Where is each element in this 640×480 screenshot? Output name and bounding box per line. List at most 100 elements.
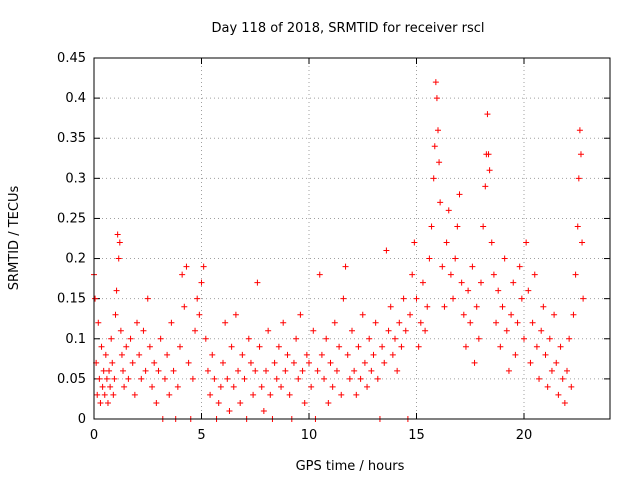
data-point <box>433 95 440 102</box>
data-point <box>580 295 587 302</box>
data-point <box>239 351 246 358</box>
data-point <box>394 367 401 374</box>
data-point <box>454 223 461 230</box>
data-point <box>323 335 330 342</box>
data-point <box>170 367 177 374</box>
data-point <box>181 303 188 310</box>
data-point <box>548 367 555 374</box>
data-point <box>544 383 551 390</box>
data-point <box>153 399 160 406</box>
data-point <box>224 375 231 382</box>
data-point <box>368 367 375 374</box>
data-point <box>436 159 443 166</box>
data-point <box>518 295 525 302</box>
x-tick-label: 5 <box>197 428 205 443</box>
data-point <box>136 351 143 358</box>
data-point <box>559 375 566 382</box>
data-point <box>349 327 355 334</box>
data-point <box>557 343 564 350</box>
data-point <box>256 343 263 350</box>
data-point <box>297 311 304 318</box>
y-tick-label: 0.15 <box>57 292 86 307</box>
data-point <box>484 111 491 118</box>
data-point <box>456 191 463 198</box>
data-point <box>282 367 289 374</box>
data-point <box>533 343 540 350</box>
data-points <box>91 79 587 422</box>
x-tick-label: 10 <box>301 428 318 443</box>
data-point <box>460 311 467 318</box>
data-point <box>314 367 321 374</box>
data-point <box>574 223 581 230</box>
data-point <box>95 319 102 326</box>
data-point <box>111 375 118 382</box>
data-point <box>527 359 534 366</box>
data-point <box>144 295 151 302</box>
x-tick-label: 15 <box>408 428 425 443</box>
data-point <box>510 279 517 286</box>
data-point <box>462 343 469 350</box>
data-point <box>452 255 459 262</box>
y-tick-label: 0.05 <box>57 372 86 387</box>
data-point <box>174 383 181 390</box>
data-point <box>490 271 497 278</box>
data-point <box>503 327 510 334</box>
data-point <box>361 359 368 366</box>
data-point <box>100 367 107 374</box>
data-point <box>493 319 500 326</box>
data-point <box>531 271 538 278</box>
data-point <box>94 391 101 398</box>
data-point <box>555 391 562 398</box>
data-point <box>196 311 203 318</box>
data-point <box>278 383 285 390</box>
data-point <box>540 303 547 310</box>
data-point <box>372 319 379 326</box>
data-point <box>331 319 338 326</box>
data-point <box>284 351 291 358</box>
data-point <box>553 359 560 366</box>
data-point <box>138 375 145 382</box>
data-point <box>204 367 211 374</box>
data-point <box>98 343 105 350</box>
data-point <box>106 367 113 374</box>
data-point <box>142 367 149 374</box>
y-tick-label: 0.1 <box>65 332 86 347</box>
data-point <box>422 327 429 334</box>
data-point <box>430 175 437 182</box>
y-tick-label: 0.3 <box>65 171 86 186</box>
data-point <box>115 255 122 262</box>
data-point <box>424 303 431 310</box>
data-point <box>146 343 153 350</box>
y-tick-label: 0.4 <box>65 91 86 106</box>
data-point <box>333 367 340 374</box>
data-point <box>437 199 444 206</box>
data-point <box>467 319 474 326</box>
data-point <box>299 367 306 374</box>
x-tick-label: 0 <box>90 428 98 443</box>
data-point <box>389 351 396 358</box>
data-point <box>161 375 168 382</box>
data-point <box>140 327 147 334</box>
data-point <box>260 407 267 414</box>
data-point <box>523 239 530 246</box>
data-point <box>486 167 493 174</box>
data-point <box>409 271 416 278</box>
data-point <box>102 351 109 358</box>
data-point <box>536 375 543 382</box>
data-point <box>575 175 582 182</box>
data-point <box>151 359 158 366</box>
data-point <box>131 391 138 398</box>
data-point <box>316 271 323 278</box>
data-point <box>308 383 315 390</box>
data-point <box>478 279 484 286</box>
data-point <box>346 375 353 382</box>
data-point <box>226 407 233 414</box>
data-point <box>443 239 450 246</box>
data-point <box>379 343 386 350</box>
data-point <box>432 79 439 86</box>
data-point <box>321 375 328 382</box>
data-point <box>250 391 257 398</box>
data-point <box>303 351 310 358</box>
data-point <box>230 383 237 390</box>
data-point <box>419 279 426 286</box>
